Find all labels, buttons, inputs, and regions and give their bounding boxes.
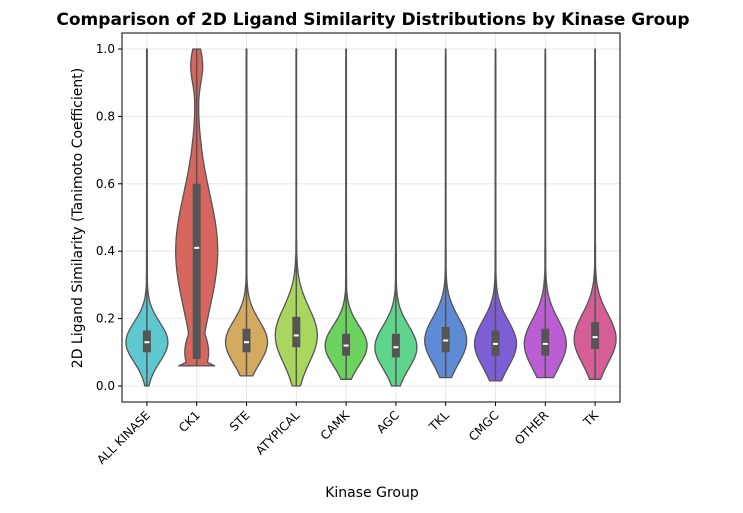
- x-tick-label: CAMK: [318, 407, 353, 442]
- x-tick-label: CMGC: [466, 408, 502, 444]
- x-tick-label: AGC: [374, 408, 402, 436]
- median-marker: [592, 336, 598, 339]
- median-marker: [194, 246, 200, 249]
- x-axis: ALL KINASE CK1 STE ATYPICAL CAMK AGC TKL CMGC OT…: [94, 402, 602, 467]
- iqr-box: [541, 328, 550, 356]
- y-tick-label: 0.4: [96, 244, 115, 258]
- x-tick-label: CK1: [176, 408, 203, 435]
- violin-layer: [125, 48, 617, 387]
- y-tick-label: 0.8: [96, 109, 115, 123]
- iqr-box: [242, 328, 251, 353]
- y-tick-label: 0.0: [96, 379, 115, 393]
- x-tick-label: ALL KINASE: [94, 408, 153, 467]
- y-tick-label: 1.0: [96, 42, 115, 56]
- y-tick-label: 0.2: [96, 312, 115, 326]
- y-axis: 0.0 0.2 0.4 0.6 0.8 1.0: [96, 42, 122, 393]
- x-tick-label: ATYPICAL: [253, 408, 303, 458]
- y-axis-label: 2D Ligand Similarity (Tanimoto Coefficie…: [70, 68, 86, 368]
- median-marker: [393, 346, 399, 349]
- median-marker: [244, 341, 249, 344]
- median-marker: [144, 341, 150, 344]
- iqr-box: [591, 321, 600, 349]
- axes-frame: [121, 32, 621, 403]
- median-marker: [343, 344, 349, 347]
- iqr-box: [192, 183, 201, 360]
- x-tick-label: TKL: [426, 408, 452, 434]
- iqr-box: [292, 316, 301, 348]
- chart-title: Comparison of 2D Ligand Similarity Distr…: [56, 10, 689, 30]
- x-tick-label: TK: [580, 407, 602, 429]
- median-marker: [293, 334, 299, 337]
- median-marker: [493, 342, 498, 345]
- median-marker: [542, 342, 548, 345]
- y-tick-label: 0.6: [96, 177, 115, 191]
- x-tick-label: OTHER: [512, 408, 551, 447]
- median-marker: [443, 339, 449, 342]
- iqr-box: [391, 333, 400, 358]
- x-axis-label: Kinase Group: [325, 485, 419, 501]
- x-tick-label: STE: [227, 408, 253, 434]
